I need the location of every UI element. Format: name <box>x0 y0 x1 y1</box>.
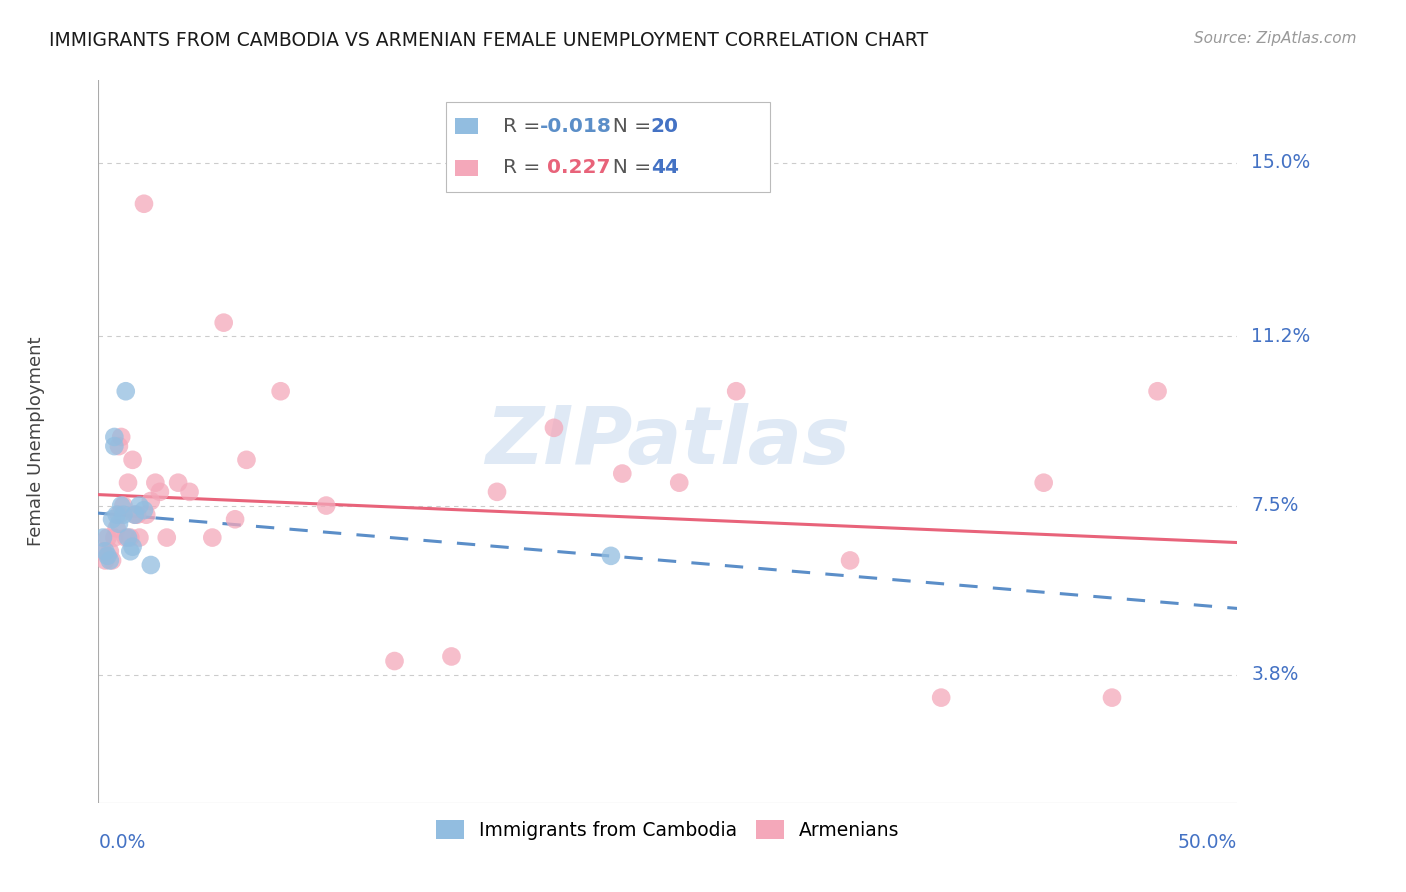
Point <box>103 531 125 545</box>
Point <box>612 467 634 481</box>
Point <box>139 494 162 508</box>
Text: -0.018: -0.018 <box>540 117 612 136</box>
Point <box>103 439 125 453</box>
Text: IMMIGRANTS FROM CAMBODIA VS ARMENIAN FEMALE UNEMPLOYMENT CORRELATION CHART: IMMIGRANTS FROM CAMBODIA VS ARMENIAN FEM… <box>49 31 928 50</box>
Text: ZIPatlas: ZIPatlas <box>485 402 851 481</box>
Text: R =: R = <box>503 159 547 178</box>
Point <box>167 475 190 490</box>
Text: 3.8%: 3.8% <box>1251 665 1299 684</box>
Point <box>149 484 172 499</box>
Point <box>668 475 690 490</box>
Text: R =: R = <box>503 117 547 136</box>
Point <box>124 508 146 522</box>
Point <box>384 654 406 668</box>
Point <box>94 544 117 558</box>
Point <box>108 516 131 531</box>
Point <box>91 544 114 558</box>
Point <box>725 384 748 399</box>
Point <box>128 499 150 513</box>
Text: 0.227: 0.227 <box>540 159 610 178</box>
Point <box>121 540 143 554</box>
Point <box>108 508 131 522</box>
Point <box>235 453 257 467</box>
Point <box>1032 475 1054 490</box>
Point <box>212 316 235 330</box>
Point <box>120 544 142 558</box>
Point <box>124 508 146 522</box>
Point <box>179 484 201 499</box>
Point <box>91 531 114 545</box>
Point <box>543 421 565 435</box>
Point <box>117 531 139 545</box>
Legend: Immigrants from Cambodia, Armenians: Immigrants from Cambodia, Armenians <box>429 813 907 847</box>
Point <box>132 196 155 211</box>
Point <box>1146 384 1168 399</box>
Point <box>101 553 124 567</box>
Point <box>110 499 132 513</box>
Point <box>103 430 125 444</box>
Point <box>270 384 292 399</box>
Point <box>120 531 142 545</box>
Point <box>486 484 509 499</box>
Text: Source: ZipAtlas.com: Source: ZipAtlas.com <box>1194 31 1357 46</box>
Point <box>121 453 143 467</box>
Point <box>101 512 124 526</box>
Text: 20: 20 <box>651 117 679 136</box>
Point <box>98 553 121 567</box>
Point <box>112 508 135 522</box>
FancyBboxPatch shape <box>456 119 478 135</box>
Point <box>96 549 118 563</box>
Point <box>108 439 131 453</box>
Text: 50.0%: 50.0% <box>1178 833 1237 853</box>
FancyBboxPatch shape <box>456 160 478 176</box>
Point <box>105 508 128 522</box>
Point <box>929 690 952 705</box>
Point <box>1101 690 1123 705</box>
Point <box>135 508 157 522</box>
Point <box>440 649 463 664</box>
Point <box>114 384 136 399</box>
Text: Female Unemployment: Female Unemployment <box>27 337 45 546</box>
Point <box>132 503 155 517</box>
Point <box>110 430 132 444</box>
Point <box>839 553 862 567</box>
Point <box>114 531 136 545</box>
Text: 44: 44 <box>651 159 679 178</box>
Point <box>139 558 162 572</box>
Point <box>224 512 246 526</box>
Text: N =: N = <box>599 117 657 136</box>
Point <box>105 521 128 535</box>
Point <box>156 531 179 545</box>
Text: 11.2%: 11.2% <box>1251 326 1310 346</box>
Point <box>128 531 150 545</box>
Point <box>96 531 118 545</box>
Text: N =: N = <box>599 159 657 178</box>
Point <box>315 499 337 513</box>
Text: 0.0%: 0.0% <box>98 833 146 853</box>
Point <box>145 475 167 490</box>
Point <box>600 549 623 563</box>
Point <box>98 544 121 558</box>
Point <box>127 508 149 522</box>
Point <box>94 553 117 567</box>
Point <box>201 531 224 545</box>
FancyBboxPatch shape <box>446 102 770 193</box>
Point <box>117 475 139 490</box>
Point <box>112 499 135 513</box>
Text: 7.5%: 7.5% <box>1251 496 1299 515</box>
Text: 15.0%: 15.0% <box>1251 153 1310 172</box>
